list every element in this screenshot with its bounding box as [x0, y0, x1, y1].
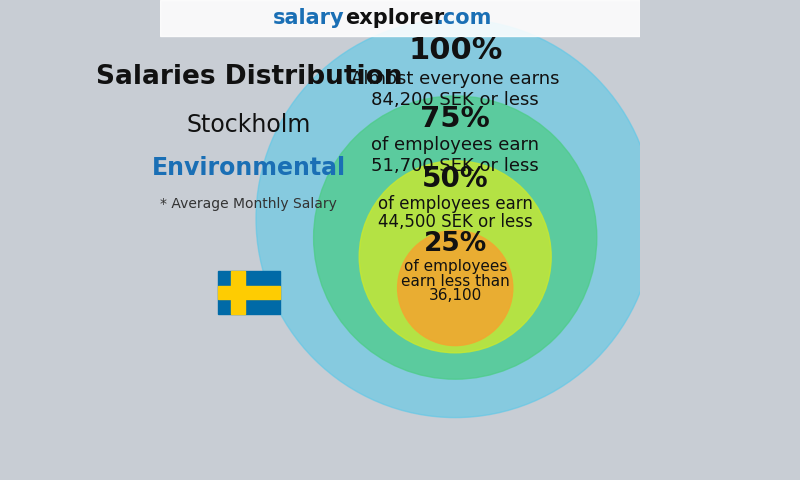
Bar — [218, 286, 280, 300]
Text: of employees: of employees — [403, 259, 507, 275]
Text: .com: .com — [436, 8, 492, 28]
Circle shape — [398, 230, 513, 346]
Circle shape — [359, 161, 551, 353]
Text: earn less than: earn less than — [401, 274, 510, 289]
Bar — [218, 271, 280, 314]
Text: 100%: 100% — [408, 36, 502, 65]
Text: 51,700 SEK or less: 51,700 SEK or less — [371, 156, 539, 175]
Text: * Average Monthly Salary: * Average Monthly Salary — [160, 197, 338, 211]
Text: of employees earn: of employees earn — [371, 136, 539, 155]
Text: 75%: 75% — [420, 105, 490, 133]
Text: of employees earn: of employees earn — [378, 195, 533, 213]
Text: Stockholm: Stockholm — [186, 113, 311, 137]
Text: 44,500 SEK or less: 44,500 SEK or less — [378, 213, 533, 231]
Bar — [231, 271, 245, 314]
Text: 25%: 25% — [423, 231, 487, 257]
Text: salary: salary — [273, 8, 345, 28]
Text: 36,100: 36,100 — [429, 288, 482, 303]
Text: Almost everyone earns: Almost everyone earns — [351, 70, 559, 88]
Circle shape — [314, 96, 597, 379]
Circle shape — [256, 19, 654, 418]
Text: 84,200 SEK or less: 84,200 SEK or less — [371, 91, 539, 109]
Bar — [160, 0, 640, 36]
Text: Environmental: Environmental — [152, 156, 346, 180]
Text: Salaries Distribution: Salaries Distribution — [95, 64, 402, 90]
Text: explorer: explorer — [345, 8, 444, 28]
Text: 50%: 50% — [422, 165, 489, 193]
